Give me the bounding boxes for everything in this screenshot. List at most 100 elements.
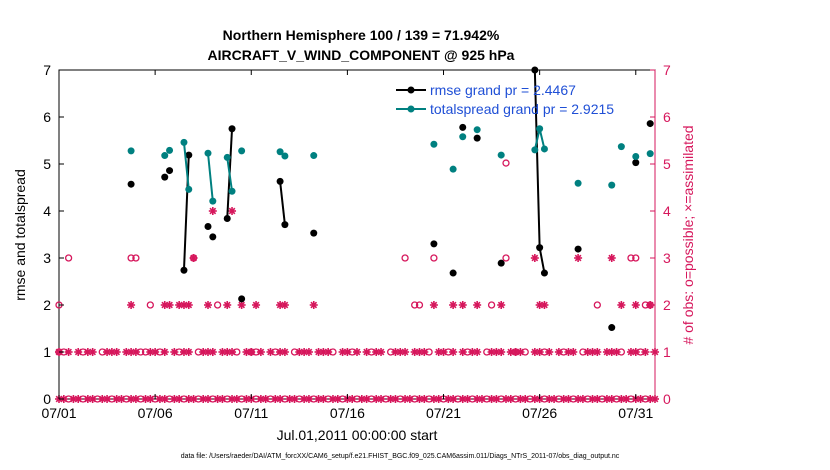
rmse-point [276, 177, 284, 185]
obs-possible-marker [411, 301, 419, 309]
obs-star-stroke [449, 348, 457, 356]
spread-line-segment [226, 157, 234, 192]
y-tick-label-left: 5 [43, 156, 51, 172]
obs-possible-marker [141, 348, 150, 356]
obs-possible-marker [632, 254, 640, 262]
obs-assimilated-marker [449, 348, 458, 356]
obs-possible-marker [213, 301, 222, 309]
rmse-point [632, 159, 640, 167]
obs-star-stroke [541, 301, 548, 309]
obs-assimilated-marker [429, 301, 438, 309]
obs-assimilated-marker [304, 348, 313, 356]
obs-possible-marker [146, 301, 154, 309]
spread-line-segment [182, 142, 190, 190]
obs-possible-marker [425, 348, 433, 356]
obs-assimilated-marker [574, 254, 583, 262]
legend-rmse-label: rmse grand pr = 2.4467 [430, 82, 576, 98]
obs-assimilated-marker [593, 348, 602, 356]
rmse-point [310, 229, 318, 237]
rmse-point [166, 167, 174, 175]
rmse-point [646, 120, 654, 128]
obs-assimilated-marker [473, 348, 482, 356]
obs-star-stroke [113, 348, 121, 356]
spread-point [127, 147, 135, 155]
obs-assimilated-marker [252, 301, 261, 309]
obs-star-stroke [252, 301, 260, 309]
obs-possible-marker [401, 254, 409, 262]
obs-star-stroke [228, 207, 236, 215]
obs-possible-marker [511, 348, 520, 356]
obs-star-stroke [574, 254, 582, 262]
obs-possible-marker [502, 254, 510, 262]
obs-assimilated-marker [83, 395, 92, 403]
obs-star-stroke [593, 348, 601, 356]
obs-star-stroke [281, 301, 289, 309]
y-axis-label-right: # of obs: o=possible; ×=assimilated [680, 125, 696, 344]
spread-point [223, 153, 231, 161]
obs-assimilated-marker [208, 348, 217, 356]
obs-assimilated-marker [569, 348, 578, 356]
rmse-point [540, 269, 548, 277]
obs-assimilated-marker [184, 348, 193, 356]
obs-possible-marker [415, 301, 424, 309]
spread-point [228, 187, 236, 195]
obs-star-stroke [353, 348, 361, 356]
rmse-point [497, 259, 505, 267]
obs-possible-marker [430, 254, 438, 262]
spread-point [646, 150, 654, 158]
obs-possible-marker [487, 301, 496, 309]
legend-spread-marker [407, 105, 415, 113]
obs-star-stroke [257, 348, 265, 356]
obs-assimilated-marker [64, 348, 73, 356]
spread-point [608, 181, 616, 189]
obs-assimilated-marker [280, 348, 289, 356]
obs-assimilated-marker [631, 301, 640, 309]
spread-point [209, 197, 217, 205]
spread-point [281, 152, 289, 160]
spread-point [531, 146, 539, 154]
spread-point [449, 165, 457, 173]
obs-star-stroke [310, 301, 318, 309]
chart-title-line2: AIRCRAFT_V_WIND_COMPONENT @ 925 hPa [208, 47, 515, 63]
obs-possible-marker [233, 348, 241, 356]
x-tick-label: 07/01 [41, 405, 76, 421]
obs-assimilated-marker [223, 301, 232, 309]
obs-possible-marker [521, 348, 529, 356]
x-tick-label: 07/21 [426, 405, 461, 421]
obs-star-stroke [642, 348, 649, 356]
spread-point [632, 152, 640, 160]
obs-star-stroke [204, 301, 212, 309]
obs-star-stroke [401, 348, 409, 356]
obs-star-stroke [127, 301, 135, 309]
y-tick-label-right: 4 [663, 203, 671, 219]
obs-possible-marker [627, 254, 635, 262]
obs-star-stroke [473, 301, 481, 309]
spread-point [180, 138, 188, 146]
obs-star-stroke [430, 301, 438, 309]
obs-assimilated-marker [617, 301, 626, 309]
obs-possible-marker [617, 348, 626, 356]
obs-layer [55, 159, 659, 403]
obs-possible-marker [247, 348, 255, 356]
y-tick-label-left: 1 [43, 344, 51, 360]
obs-star-stroke [223, 301, 231, 309]
obs-star-stroke [161, 348, 169, 356]
obs-assimilated-marker [256, 348, 265, 356]
obs-assimilated-marker [204, 301, 212, 309]
obs-assimilated-marker [377, 348, 386, 356]
rmse-point [223, 215, 231, 223]
obs-assimilated-marker [184, 301, 193, 309]
spread-point [204, 149, 212, 157]
rmse-line-segment [279, 181, 286, 225]
obs-assimilated-marker [309, 301, 318, 309]
obs-star-stroke [617, 301, 625, 309]
line-layer [127, 66, 654, 332]
rmse-point [209, 233, 217, 241]
obs-possible-marker [132, 254, 140, 262]
y-axis-label-left: rmse and totalspread [12, 169, 28, 301]
obs-assimilated-marker [117, 395, 126, 403]
obs-star-stroke [449, 301, 457, 309]
y-tick-label-left: 2 [43, 297, 51, 313]
footer-file-path: data file: /Users/raeder/DAI/ATM_forcXX/… [181, 453, 620, 460]
obs-star-stroke [305, 348, 313, 356]
